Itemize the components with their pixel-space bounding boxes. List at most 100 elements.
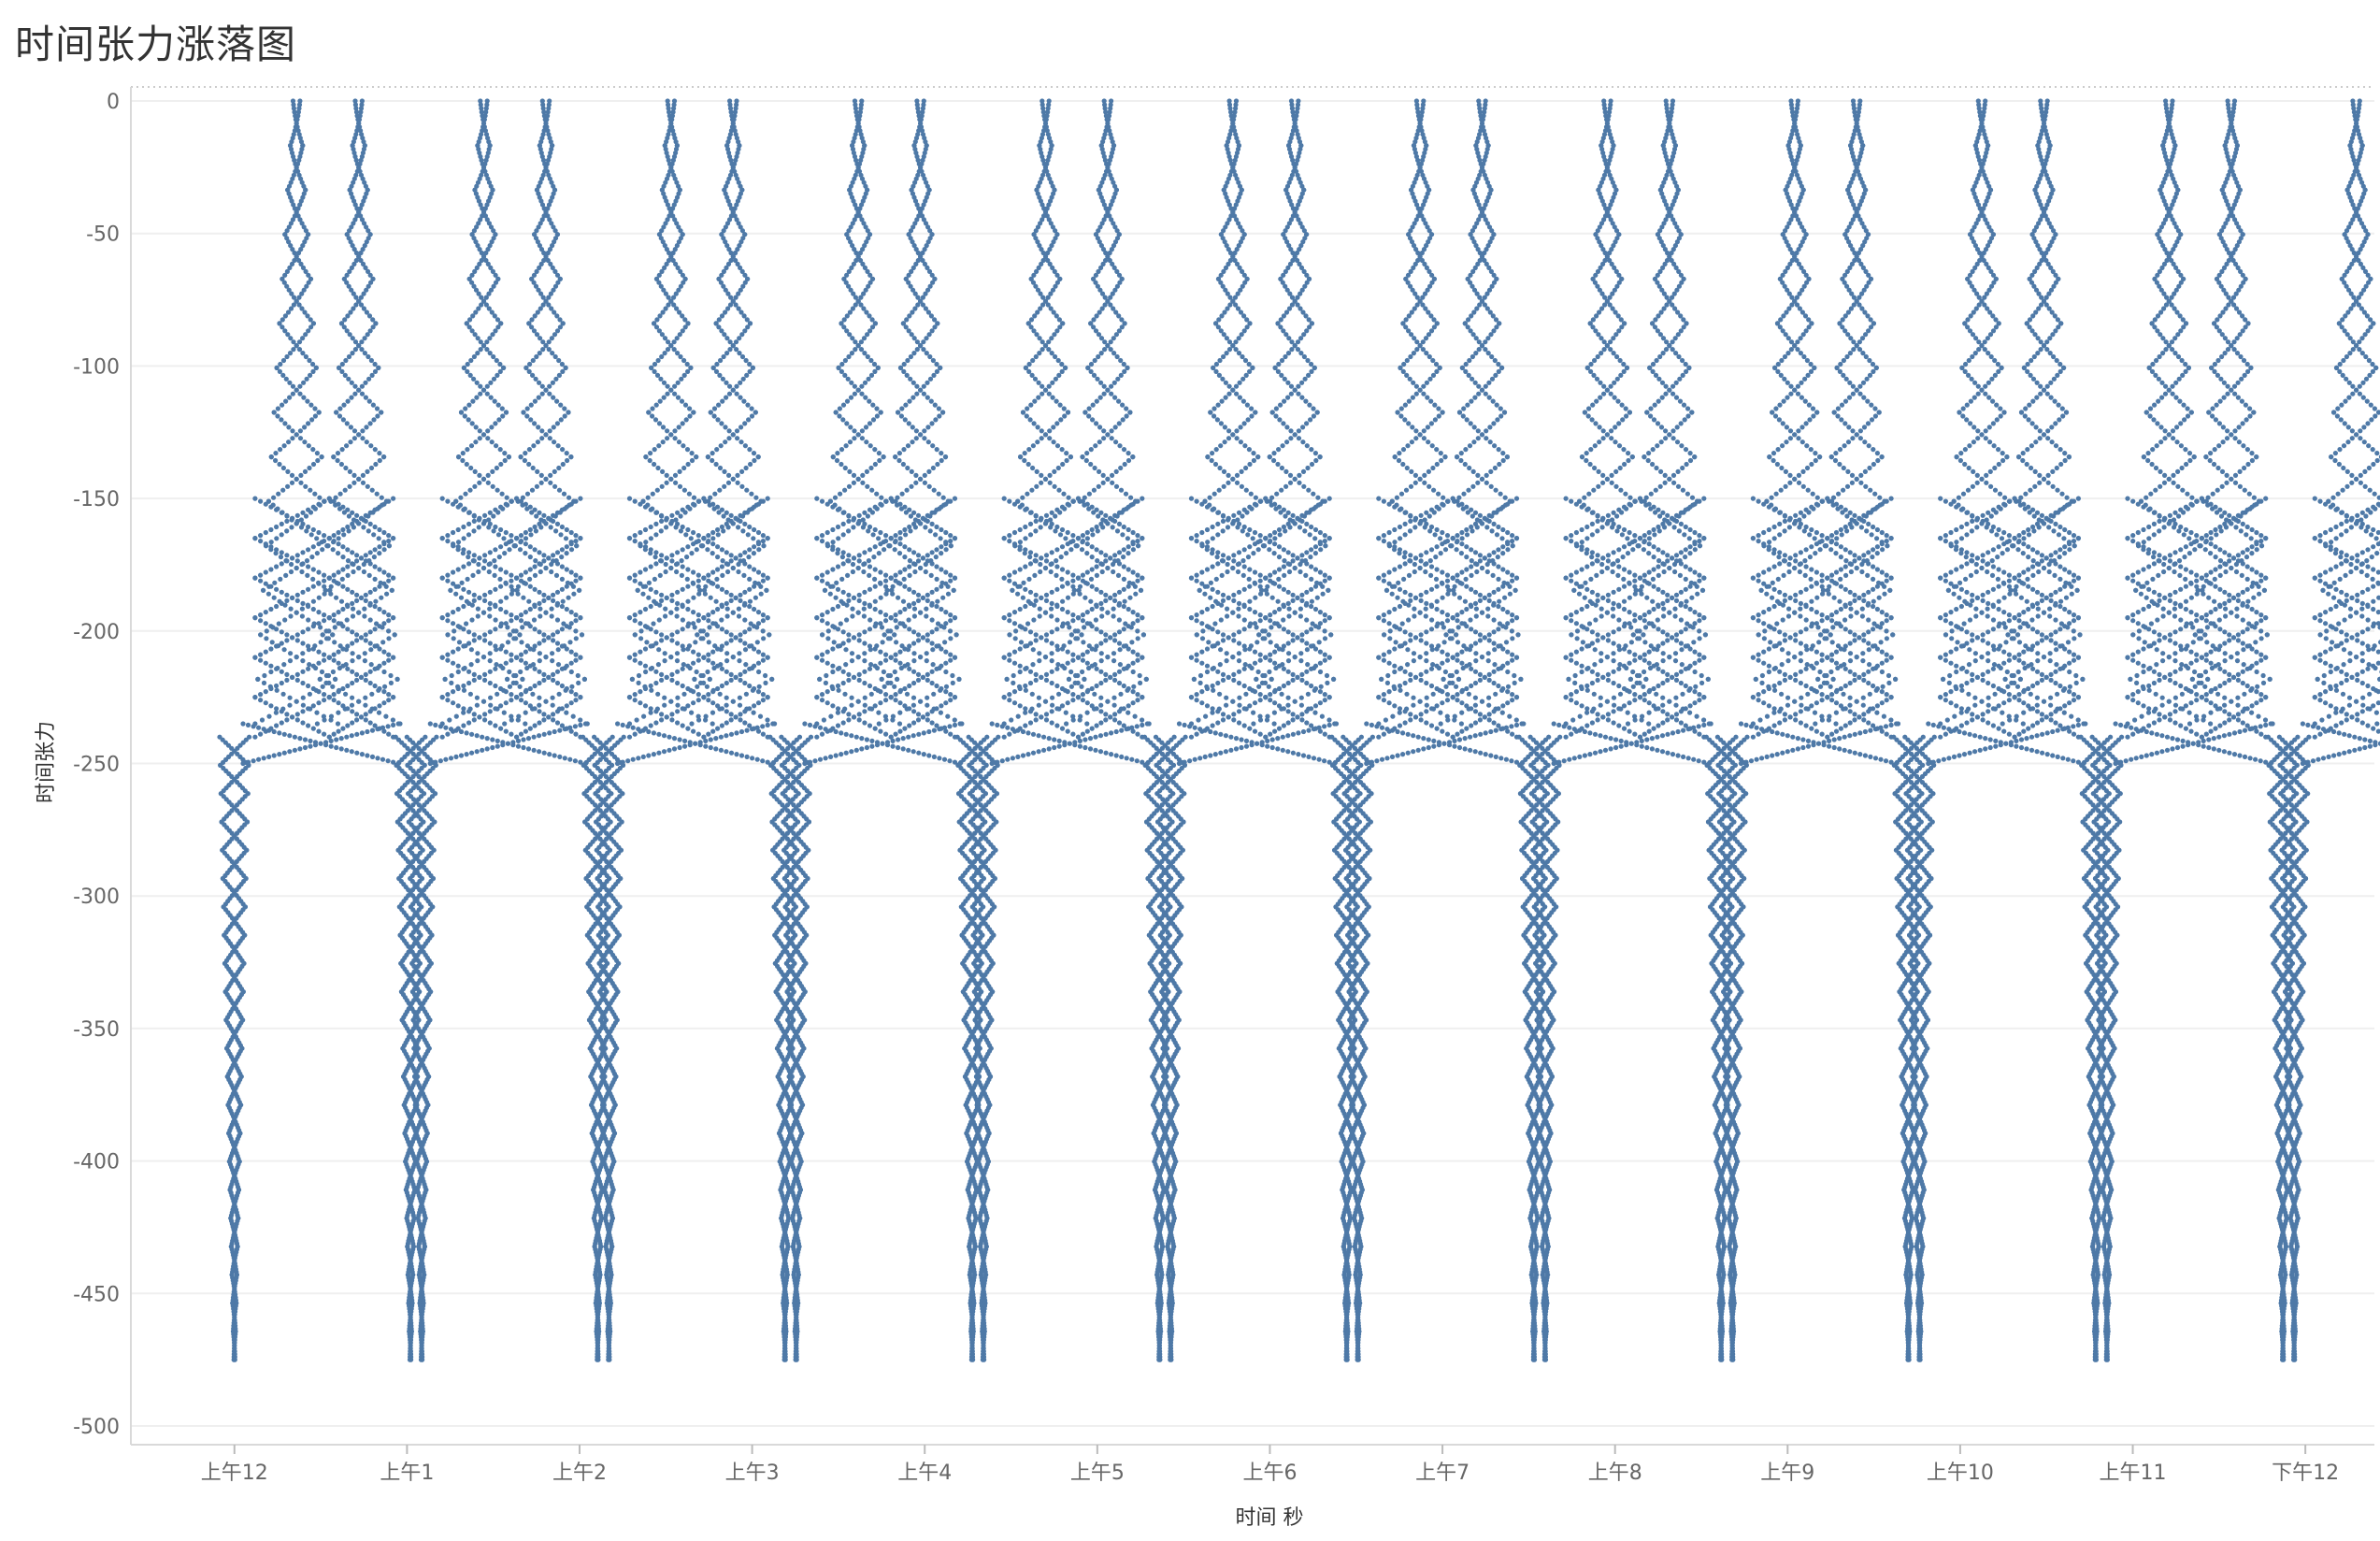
data-point	[393, 632, 397, 637]
data-point	[382, 684, 387, 689]
data-point	[300, 629, 305, 634]
data-point	[274, 564, 279, 569]
data-point	[354, 638, 359, 642]
data-point	[363, 381, 367, 385]
data-point	[268, 607, 273, 612]
data-point	[280, 522, 284, 526]
data-point	[313, 742, 318, 747]
data-point	[311, 686, 316, 691]
data-point	[316, 502, 321, 507]
data-point	[288, 696, 293, 700]
data-point	[301, 396, 306, 400]
data-point	[300, 522, 305, 526]
data-point	[264, 530, 268, 535]
data-point	[347, 528, 351, 533]
data-point	[377, 451, 381, 455]
data-point	[294, 566, 299, 570]
data-point	[311, 462, 316, 467]
data-point	[370, 488, 375, 493]
data-point	[364, 519, 368, 524]
data-point	[381, 454, 386, 459]
data-point	[293, 748, 297, 753]
data-point	[300, 561, 305, 566]
data-point	[316, 700, 321, 705]
data-point	[290, 481, 294, 485]
data-point	[353, 347, 358, 352]
data-point	[332, 658, 337, 663]
data-point	[380, 757, 385, 762]
data-point	[266, 755, 271, 759]
data-point	[268, 567, 273, 571]
data-point	[336, 451, 340, 455]
data-point	[381, 729, 386, 734]
data-point	[332, 499, 337, 504]
data-point	[386, 628, 391, 633]
data-point	[288, 351, 293, 355]
data-point	[300, 651, 305, 655]
data-point	[281, 662, 286, 667]
data-point	[361, 473, 366, 478]
data-point	[280, 709, 284, 713]
data-point	[340, 554, 345, 559]
data-point	[379, 596, 383, 600]
data-point	[377, 727, 381, 731]
data-point	[340, 703, 345, 708]
data-point	[308, 739, 312, 743]
data-point	[352, 436, 357, 440]
data-point	[264, 582, 268, 586]
data-point	[377, 505, 381, 510]
data-point	[319, 742, 323, 746]
data-point	[297, 384, 302, 389]
data-point	[265, 628, 269, 633]
data-point	[311, 527, 316, 532]
data-point	[294, 343, 299, 348]
data-point	[354, 732, 359, 737]
data-point	[331, 547, 336, 552]
data-point	[274, 587, 279, 592]
data-point	[381, 700, 386, 705]
data-point	[266, 592, 271, 597]
data-point	[364, 553, 368, 557]
data-point	[307, 466, 311, 470]
data-point	[388, 673, 393, 678]
data-point	[360, 428, 365, 433]
gridlines	[131, 101, 2374, 1426]
data-point	[286, 439, 291, 444]
data-point	[274, 684, 279, 688]
data-point	[314, 711, 319, 715]
data-point	[367, 399, 372, 404]
data-point	[340, 607, 345, 612]
data-point	[305, 558, 309, 563]
data-point	[316, 650, 321, 655]
data-point	[359, 675, 364, 680]
data-point	[298, 436, 303, 440]
data-point	[280, 373, 285, 378]
data-point	[258, 612, 263, 617]
data-point	[280, 670, 284, 674]
data-point	[383, 714, 388, 719]
data-point	[277, 621, 281, 626]
data-point	[337, 502, 341, 507]
data-point	[368, 641, 373, 645]
data-point	[232, 1358, 237, 1362]
data-point	[365, 753, 369, 757]
data-point	[315, 551, 320, 555]
data-point	[300, 550, 305, 554]
data-point	[360, 392, 365, 396]
data-point	[268, 703, 273, 708]
data-point	[277, 462, 281, 467]
data-point	[381, 650, 386, 655]
data-point	[345, 508, 350, 512]
data-point	[345, 617, 350, 622]
data-point	[350, 590, 354, 595]
data-point	[310, 447, 315, 452]
data-point	[340, 362, 345, 367]
data-point	[303, 469, 308, 474]
data-point	[351, 569, 355, 574]
data-point	[322, 653, 326, 657]
data-point	[289, 562, 294, 567]
data-point	[343, 358, 348, 363]
data-point	[332, 612, 337, 617]
data-point	[336, 551, 340, 555]
data-point	[322, 533, 326, 538]
